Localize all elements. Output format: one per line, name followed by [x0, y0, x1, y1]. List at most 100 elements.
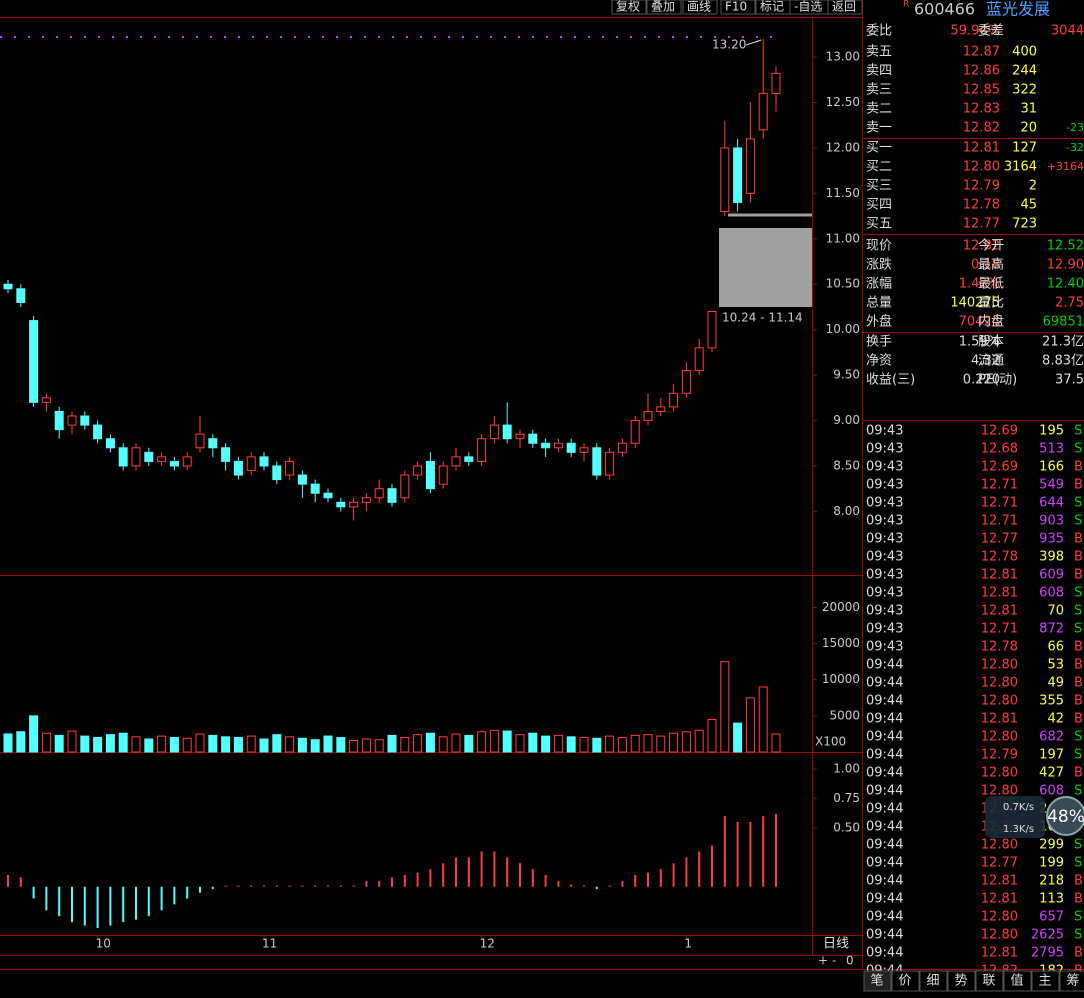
volume-bar — [336, 737, 346, 753]
stat-label: 量比 — [978, 296, 1004, 311]
range-annotation: 10.24 - 11.14 — [722, 311, 803, 325]
trade-price: 12.68 — [981, 442, 1018, 457]
candle-body — [617, 442, 627, 453]
candle-body — [553, 442, 563, 449]
toolbar-label: 复权 — [616, 0, 640, 14]
trade-volume: 903 — [1039, 514, 1064, 529]
tab[interactable] — [1059, 970, 1084, 992]
trade-price: 12.80 — [981, 784, 1018, 799]
y-tick-label: 10.50 — [826, 277, 860, 291]
volume-bar — [131, 736, 141, 753]
trade-time: 09:44 — [866, 820, 903, 835]
volume-bar — [489, 729, 499, 753]
candle-body — [733, 147, 743, 203]
tab[interactable] — [975, 970, 1004, 992]
trade-time: 09:44 — [866, 712, 903, 727]
volume-bar — [630, 734, 640, 753]
stat-value: 0.220 — [963, 373, 1000, 388]
book-label: 卖二 — [866, 102, 892, 117]
speed-down: 1.3K/s — [1003, 824, 1034, 835]
stat-label: PE(动) — [978, 373, 1017, 388]
candle-body — [285, 460, 295, 476]
volume-bar — [80, 735, 90, 753]
tab[interactable] — [919, 970, 948, 992]
book-volume: 31 — [1020, 102, 1037, 117]
toolbar-button[interactable] — [682, 0, 718, 15]
volume-bar — [41, 732, 51, 753]
trade-volume: 872 — [1039, 622, 1064, 637]
zoom-button[interactable]: 0 — [846, 954, 854, 968]
toolbar-button[interactable] — [646, 0, 682, 15]
zoom-button[interactable]: - — [832, 954, 836, 968]
trade-time: 09:44 — [866, 730, 903, 745]
stat-label: 股本 — [978, 335, 1004, 350]
trade-volume: 657 — [1039, 910, 1064, 925]
trade-side: B — [1074, 892, 1083, 907]
candle-body — [592, 447, 602, 476]
trade-side: S — [1074, 928, 1082, 943]
candle-body — [182, 456, 192, 467]
market-flag: R — [903, 0, 909, 10]
candle-body — [643, 410, 653, 422]
tab[interactable] — [863, 970, 892, 992]
trade-time: 09:44 — [866, 910, 903, 925]
volume-bar — [515, 734, 525, 753]
stat-label: 总量 — [866, 296, 892, 311]
toolbar-button[interactable] — [611, 0, 647, 15]
trade-side: S — [1074, 622, 1082, 637]
tab[interactable] — [947, 970, 976, 992]
volume-bar — [169, 737, 179, 753]
volume-bar — [707, 718, 717, 753]
tab[interactable] — [1031, 970, 1060, 992]
zoom-button[interactable]: + — [818, 954, 828, 968]
tab[interactable] — [891, 970, 920, 992]
volume-bar — [656, 735, 666, 753]
candle-body — [131, 447, 141, 467]
book-label: 卖一 — [866, 121, 892, 136]
toolbar-button[interactable] — [827, 0, 863, 15]
volume-bar — [374, 739, 384, 753]
volume-bar — [643, 734, 653, 753]
x-tick-label: 10 — [96, 937, 111, 951]
ratio-label: 委比 — [866, 24, 892, 39]
volume-bar — [221, 736, 231, 753]
volume-bar — [771, 733, 781, 753]
tab[interactable] — [1003, 970, 1032, 992]
book-price: 12.82 — [963, 121, 1000, 136]
stat-label: 外盘 — [866, 314, 892, 330]
volume-bar — [669, 732, 679, 753]
book-label: 买一 — [866, 141, 892, 156]
toolbar-label: F10 — [725, 0, 747, 14]
candle-body — [259, 456, 269, 467]
candle-body — [361, 497, 371, 503]
candle-body — [707, 310, 717, 349]
candle-body — [3, 283, 13, 290]
stat-value: 140275 — [950, 296, 1000, 311]
y-tick-label: 11.50 — [826, 186, 860, 200]
book-label: 卖四 — [866, 64, 892, 79]
trade-time: 09:44 — [866, 766, 903, 781]
book-label: 卖五 — [866, 45, 892, 60]
candle-body — [221, 447, 231, 462]
ratio-value2: 3044 — [1051, 24, 1084, 39]
toolbar-button[interactable] — [720, 0, 756, 15]
toolbar-label: 返回 — [832, 0, 856, 14]
volume-bar — [208, 734, 218, 753]
stock-code: 600466 — [914, 0, 975, 19]
tab-label: 联 — [982, 974, 995, 989]
trade-price: 12.71 — [981, 496, 1018, 511]
volume-bar — [361, 738, 371, 753]
trade-volume: 513 — [1039, 442, 1064, 457]
trade-volume: 644 — [1039, 496, 1064, 511]
candle-body — [425, 460, 435, 490]
trade-price: 12.81 — [981, 892, 1018, 907]
y-tick-label: 10000 — [822, 672, 860, 686]
high-annotation: 13.20 — [712, 38, 746, 52]
candle-body — [374, 488, 384, 499]
candle-body — [438, 465, 448, 485]
trade-time: 09:43 — [866, 532, 903, 547]
trade-side: S — [1074, 856, 1082, 871]
stock-name: 蓝光发展 — [986, 0, 1050, 19]
candle-body — [16, 288, 26, 303]
